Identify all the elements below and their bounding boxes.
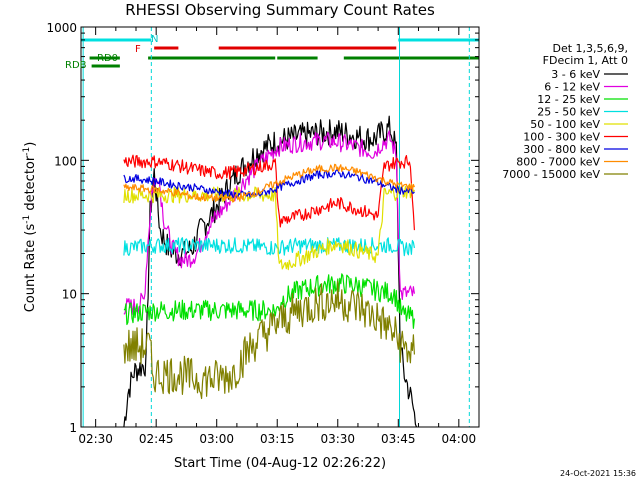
- axes-layer: [80, 26, 480, 428]
- y-tick-label-0: 1: [69, 421, 77, 435]
- legend-label-7: 800 - 7000 keV: [516, 156, 600, 169]
- legend-label-3: 25 - 50 keV: [537, 106, 600, 119]
- y-axis-label-close: ): [23, 142, 38, 147]
- series-line-4: [123, 184, 415, 271]
- vlines-layer: [82, 27, 470, 427]
- flag-label-night: N: [151, 34, 158, 45]
- x-tick-label-0: 02:30: [78, 432, 113, 446]
- flag-label-flare: F: [135, 44, 141, 55]
- y-axis-label-sup2: -1: [22, 147, 32, 156]
- series-layer: [123, 115, 418, 428]
- x-tick-label-5: 03:45: [381, 432, 416, 446]
- x-tick-label-4: 03:30: [320, 432, 355, 446]
- series-line-8: [123, 280, 415, 400]
- series-line-6: [123, 169, 415, 199]
- x-tick-label-1: 02:45: [139, 432, 174, 446]
- legend-label-5: 100 - 300 keV: [523, 131, 600, 144]
- chart-title: RHESSI Observing Summary Count Rates: [125, 1, 435, 19]
- y-tick-label-3: 1000: [46, 21, 77, 35]
- flags-layer: [81, 38, 479, 68]
- plot-frame: [80, 26, 480, 428]
- ticks-layer: 02:30 02:45 03:00 03:15 03:30 03:45 04:00 1 10 10…: [46, 21, 480, 446]
- footer-timestamp: 24-Oct-2021 15:36: [560, 469, 636, 478]
- x-axis-label: Start Time (04-Aug-12 02:26:22): [174, 456, 386, 471]
- legend: Det 1,3,5,6,9, FDecim 1, Att 0 3 - 6 keV…: [502, 42, 628, 181]
- flag-label-rdb: RDB: [65, 60, 87, 71]
- legend-label-2: 12 - 25 keV: [537, 93, 600, 106]
- flag-label-rd0: RD0: [97, 53, 118, 64]
- legend-label-1: 6 - 12 keV: [544, 81, 600, 94]
- series-line-5: [123, 154, 415, 231]
- series-line-7: [123, 163, 415, 203]
- y-axis-label: Count Rate (s-1 detector-1): [22, 142, 38, 313]
- y-axis-label-main: Count Rate (s: [23, 224, 38, 313]
- y-axis-label-tail: detector: [23, 155, 38, 215]
- series-line-2: [123, 273, 415, 329]
- x-tick-label-6: 04:00: [442, 432, 477, 446]
- x-tick-label-2: 03:00: [199, 432, 234, 446]
- x-tick-label-3: 03:15: [260, 432, 295, 446]
- legend-header-line-2: FDecim 1, Att 0: [543, 54, 628, 67]
- legend-label-0: 3 - 6 keV: [551, 68, 600, 81]
- legend-label-8: 7000 - 15000 keV: [502, 168, 600, 181]
- legend-label-4: 50 - 100 keV: [530, 118, 600, 131]
- legend-label-6: 300 - 800 keV: [523, 143, 600, 156]
- y-axis-label-sup: -1: [22, 215, 32, 224]
- y-tick-label-2: 100: [54, 154, 77, 168]
- y-tick-label-1: 10: [62, 288, 77, 302]
- series-line-1: [123, 130, 415, 315]
- legend-header-line-1: Det 1,3,5,6,9,: [552, 42, 628, 55]
